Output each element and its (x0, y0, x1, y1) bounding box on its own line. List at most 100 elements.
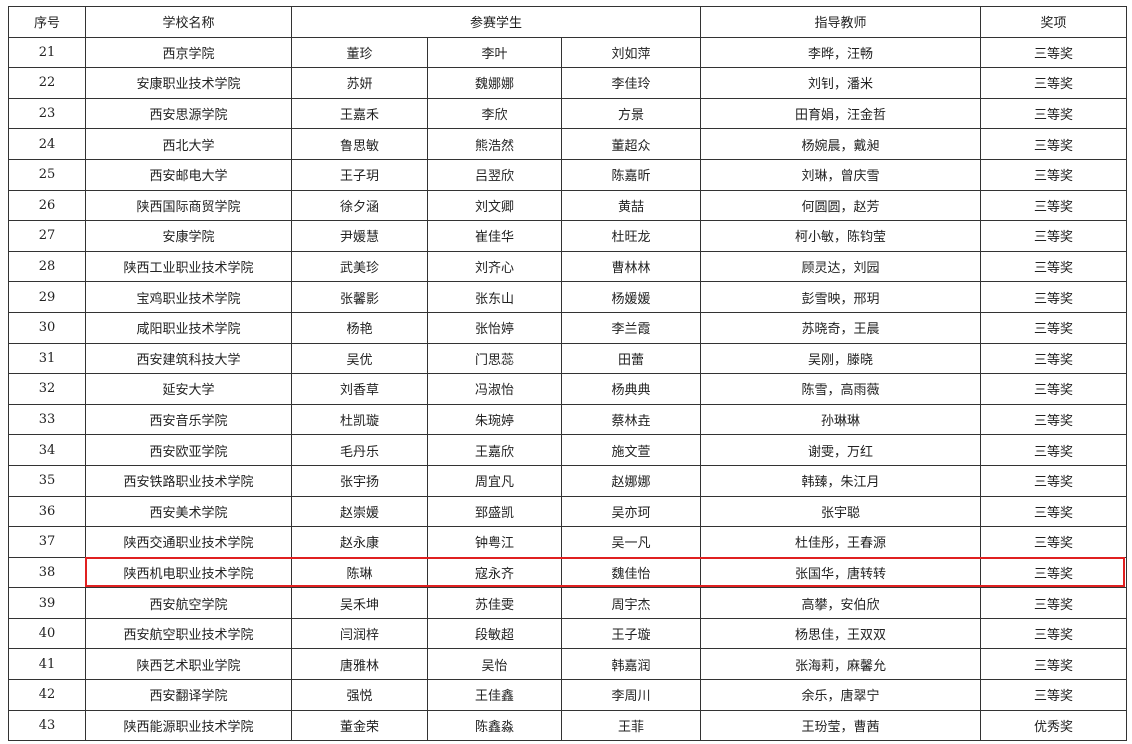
cell-index: 38 (8, 556, 86, 589)
cell-index: 25 (8, 158, 86, 191)
cell-school: 西安铁路职业技术学院 (85, 464, 292, 497)
cell-school: 陕西国际商贸学院 (85, 189, 292, 222)
cell-student-2: 门思蕊 (427, 342, 562, 375)
table-row: 25 西安邮电大学 王子玥 吕翌欣 陈嘉昕 刘琳，曾庆雪 三等奖 (8, 158, 1127, 191)
cell-student-2: 张东山 (427, 281, 562, 313)
cell-school: 安康职业技术学院 (85, 67, 292, 99)
cell-student-2: 熊浩然 (427, 128, 562, 160)
table-row: 31 西安建筑科技大学 吴优 门思蕊 田蕾 吴刚，滕晓 三等奖 (8, 342, 1127, 375)
cell-school: 陕西交通职业技术学院 (85, 526, 292, 558)
cell-student-1: 徐夕涵 (291, 189, 428, 222)
cell-index: 21 (8, 36, 86, 69)
cell-student-1: 杨艳 (291, 311, 428, 344)
table-row: 23 西安思源学院 王嘉禾 李欣 方景 田育娟，汪金哲 三等奖 (8, 97, 1127, 130)
cell-student-1: 武美珍 (291, 250, 428, 283)
cell-award: 三等奖 (980, 587, 1127, 619)
cell-school: 西京学院 (85, 36, 292, 69)
cell-student-3: 吴一凡 (561, 526, 701, 558)
cell-student-1: 苏妍 (291, 67, 428, 99)
cell-award: 三等奖 (980, 97, 1127, 130)
cell-index: 34 (8, 434, 86, 466)
table-row: 30 咸阳职业技术学院 杨艳 张怡婷 李兰霞 苏晓奇，王晨 三等奖 (8, 311, 1127, 344)
cell-school: 西安思源学院 (85, 97, 292, 130)
cell-student-1: 吴禾坤 (291, 587, 428, 619)
cell-teachers: 杨婉晨，戴昶 (700, 128, 981, 160)
cell-index: 31 (8, 342, 86, 375)
cell-student-3: 魏佳怡 (561, 556, 701, 589)
cell-index: 22 (8, 67, 86, 99)
table-row: 22 安康职业技术学院 苏妍 魏娜娜 李佳玲 刘钊，潘米 三等奖 (8, 67, 1127, 99)
cell-teachers: 陈雪，高雨薇 (700, 373, 981, 405)
cell-student-1: 赵永康 (291, 526, 428, 558)
cell-teachers: 杜佳彤，王春源 (700, 526, 981, 558)
cell-student-3: 杜旺龙 (561, 220, 701, 252)
cell-school: 宝鸡职业技术学院 (85, 281, 292, 313)
cell-student-3: 杨媛媛 (561, 281, 701, 313)
cell-index: 33 (8, 403, 86, 436)
header-row: 序号 学校名称 参赛学生 指导教师 奖项 (8, 6, 1127, 38)
cell-teachers: 韩臻，朱江月 (700, 464, 981, 497)
cell-student-1: 赵崇媛 (291, 495, 428, 528)
cell-student-1: 毛丹乐 (291, 434, 428, 466)
cell-student-3: 曹林林 (561, 250, 701, 283)
cell-teachers: 彭雪映，邢玥 (700, 281, 981, 313)
cell-student-3: 赵娜娜 (561, 464, 701, 497)
cell-student-2: 崔佳华 (427, 220, 562, 252)
table-row: 29 宝鸡职业技术学院 张馨影 张东山 杨媛媛 彭雪映，邢玥 三等奖 (8, 281, 1127, 313)
cell-award: 三等奖 (980, 648, 1127, 681)
table-row: 27 安康学院 尹媛慧 崔佳华 杜旺龙 柯小敏，陈钧莹 三等奖 (8, 220, 1127, 252)
cell-index: 29 (8, 281, 86, 313)
cell-student-1: 王嘉禾 (291, 97, 428, 130)
cell-student-1: 陈琳 (291, 556, 428, 589)
cell-award: 三等奖 (980, 679, 1127, 711)
table-row: 40 西安航空职业技术学院 闫润梓 段敏超 王子璇 杨思佳，王双双 三等奖 (8, 617, 1127, 650)
cell-student-2: 王佳鑫 (427, 679, 562, 711)
cell-index: 30 (8, 311, 86, 344)
cell-teachers: 刘钊，潘米 (700, 67, 981, 99)
cell-award: 三等奖 (980, 67, 1127, 99)
cell-student-3: 杨典典 (561, 373, 701, 405)
cell-school: 安康学院 (85, 220, 292, 252)
cell-index: 39 (8, 587, 86, 619)
cell-student-3: 蔡林垚 (561, 403, 701, 436)
cell-student-1: 尹媛慧 (291, 220, 428, 252)
cell-student-3: 李兰霞 (561, 311, 701, 344)
cell-student-3: 李周川 (561, 679, 701, 711)
cell-school: 陕西能源职业技术学院 (85, 709, 292, 742)
cell-award: 三等奖 (980, 464, 1127, 497)
cell-school: 西安建筑科技大学 (85, 342, 292, 375)
cell-award: 三等奖 (980, 342, 1127, 375)
header-award: 奖项 (980, 6, 1127, 38)
cell-student-3: 施文萱 (561, 434, 701, 466)
cell-school: 陕西艺术职业学院 (85, 648, 292, 681)
cell-award: 三等奖 (980, 220, 1127, 252)
cell-award: 三等奖 (980, 128, 1127, 160)
cell-student-1: 强悦 (291, 679, 428, 711)
cell-student-3: 吴亦珂 (561, 495, 701, 528)
cell-teachers: 谢雯，万红 (700, 434, 981, 466)
cell-index: 28 (8, 250, 86, 283)
cell-award: 三等奖 (980, 556, 1127, 589)
cell-award: 三等奖 (980, 403, 1127, 436)
cell-school: 西安翻译学院 (85, 679, 292, 711)
cell-student-1: 杜凯璇 (291, 403, 428, 436)
table-row: 34 西安欧亚学院 毛丹乐 王嘉欣 施文萱 谢雯，万红 三等奖 (8, 434, 1127, 466)
cell-student-1: 吴优 (291, 342, 428, 375)
table-row: 36 西安美术学院 赵崇媛 郅盛凯 吴亦珂 张宇聪 三等奖 (8, 495, 1127, 528)
cell-award: 优秀奖 (980, 709, 1127, 742)
cell-student-3: 王子璇 (561, 617, 701, 650)
cell-index: 24 (8, 128, 86, 160)
cell-award: 三等奖 (980, 526, 1127, 558)
cell-student-1: 董珍 (291, 36, 428, 69)
cell-school: 咸阳职业技术学院 (85, 311, 292, 344)
table-row: 26 陕西国际商贸学院 徐夕涵 刘文卿 黄喆 何圆圆，赵芳 三等奖 (8, 189, 1127, 222)
cell-school: 西安音乐学院 (85, 403, 292, 436)
cell-student-2: 钟粤江 (427, 526, 562, 558)
cell-student-3: 陈嘉昕 (561, 158, 701, 191)
cell-student-2: 冯淑怡 (427, 373, 562, 405)
header-school: 学校名称 (85, 6, 292, 38)
cell-student-1: 王子玥 (291, 158, 428, 191)
table-row: 32 延安大学 刘香草 冯淑怡 杨典典 陈雪，高雨薇 三等奖 (8, 373, 1127, 405)
cell-student-2: 魏娜娜 (427, 67, 562, 99)
cell-school: 陕西工业职业技术学院 (85, 250, 292, 283)
